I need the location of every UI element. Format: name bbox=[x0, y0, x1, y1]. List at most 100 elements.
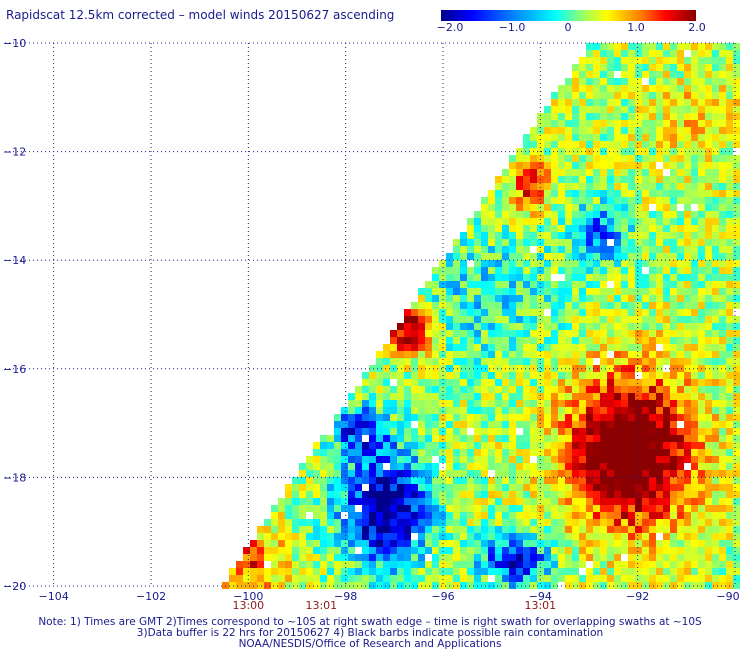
wind-cell bbox=[684, 477, 691, 484]
wind-cell bbox=[691, 295, 698, 302]
wind-cell bbox=[446, 456, 453, 463]
wind-cell bbox=[621, 120, 628, 127]
wind-cell bbox=[488, 498, 495, 505]
wind-cell bbox=[635, 204, 642, 211]
wind-cell bbox=[600, 120, 607, 127]
wind-cell bbox=[635, 295, 642, 302]
wind-cell bbox=[376, 540, 383, 547]
wind-cell bbox=[355, 533, 362, 540]
wind-cell bbox=[684, 442, 691, 449]
wind-cell bbox=[320, 505, 327, 512]
wind-cell bbox=[607, 302, 614, 309]
wind-cell bbox=[593, 92, 600, 99]
wind-cell bbox=[544, 477, 551, 484]
wind-cell bbox=[523, 470, 530, 477]
wind-cell bbox=[446, 393, 453, 400]
wind-cell bbox=[495, 197, 502, 204]
wind-cell bbox=[383, 547, 390, 554]
wind-cell bbox=[698, 260, 705, 267]
wind-cell bbox=[593, 232, 600, 239]
wind-cell bbox=[551, 414, 558, 421]
wind-cell bbox=[677, 379, 684, 386]
wind-cell bbox=[544, 113, 551, 120]
wind-cell bbox=[474, 463, 481, 470]
wind-cell bbox=[705, 372, 712, 379]
wind-cell bbox=[579, 554, 586, 561]
wind-cell bbox=[474, 379, 481, 386]
wind-cell bbox=[733, 92, 740, 99]
wind-cell bbox=[586, 568, 593, 575]
wind-cell bbox=[516, 344, 523, 351]
wind-cell bbox=[523, 267, 530, 274]
wind-cell bbox=[698, 344, 705, 351]
wind-cell bbox=[502, 267, 509, 274]
wind-cell bbox=[698, 64, 705, 71]
wind-cell bbox=[488, 246, 495, 253]
wind-cell bbox=[614, 64, 621, 71]
wind-cell bbox=[691, 316, 698, 323]
wind-cell bbox=[579, 246, 586, 253]
wind-cell bbox=[719, 428, 726, 435]
wind-cell bbox=[418, 400, 425, 407]
wind-cell bbox=[516, 190, 523, 197]
wind-cell bbox=[663, 176, 670, 183]
wind-cell bbox=[684, 323, 691, 330]
wind-cell bbox=[530, 372, 537, 379]
wind-cell bbox=[663, 547, 670, 554]
wind-cell bbox=[565, 393, 572, 400]
wind-cell bbox=[621, 176, 628, 183]
wind-cell bbox=[537, 505, 544, 512]
wind-cell bbox=[684, 582, 691, 589]
wind-cell bbox=[642, 554, 649, 561]
wind-cell bbox=[278, 526, 285, 533]
wind-cell bbox=[565, 575, 572, 582]
wind-cell bbox=[663, 449, 670, 456]
wind-cell bbox=[705, 218, 712, 225]
wind-cell bbox=[425, 302, 432, 309]
wind-cell bbox=[418, 470, 425, 477]
wind-cell bbox=[488, 449, 495, 456]
wind-cell bbox=[439, 470, 446, 477]
wind-cell bbox=[292, 582, 299, 589]
wind-cell bbox=[593, 393, 600, 400]
wind-cell bbox=[712, 57, 719, 64]
wind-cell bbox=[572, 246, 579, 253]
wind-cell bbox=[705, 323, 712, 330]
wind-cell bbox=[418, 288, 425, 295]
wind-cell bbox=[579, 225, 586, 232]
wind-cell bbox=[502, 421, 509, 428]
wind-cell bbox=[474, 414, 481, 421]
wind-cell bbox=[607, 414, 614, 421]
wind-cell bbox=[495, 302, 502, 309]
wind-cell bbox=[453, 246, 460, 253]
wind-cell bbox=[474, 400, 481, 407]
wind-cell bbox=[642, 50, 649, 57]
wind-cell bbox=[698, 379, 705, 386]
wind-cell bbox=[558, 281, 565, 288]
wind-cell bbox=[467, 372, 474, 379]
wind-cell bbox=[705, 463, 712, 470]
wind-cell bbox=[509, 253, 516, 260]
wind-cell bbox=[334, 540, 341, 547]
wind-cell bbox=[705, 183, 712, 190]
wind-cell bbox=[642, 407, 649, 414]
wind-cell bbox=[334, 428, 341, 435]
wind-cell bbox=[432, 540, 439, 547]
wind-cell bbox=[684, 57, 691, 64]
wind-cell bbox=[607, 470, 614, 477]
wind-cell bbox=[656, 113, 663, 120]
wind-cell bbox=[509, 463, 516, 470]
wind-cell bbox=[355, 491, 362, 498]
wind-cell bbox=[341, 498, 348, 505]
wind-cell bbox=[705, 99, 712, 106]
wind-cell bbox=[579, 428, 586, 435]
wind-cell bbox=[383, 428, 390, 435]
wind-cell bbox=[663, 463, 670, 470]
wind-cell bbox=[481, 568, 488, 575]
wind-cell bbox=[614, 288, 621, 295]
wind-cell bbox=[726, 554, 733, 561]
wind-cell bbox=[453, 491, 460, 498]
wind-cell bbox=[502, 295, 509, 302]
wind-cell bbox=[502, 260, 509, 267]
wind-cell bbox=[397, 582, 404, 589]
